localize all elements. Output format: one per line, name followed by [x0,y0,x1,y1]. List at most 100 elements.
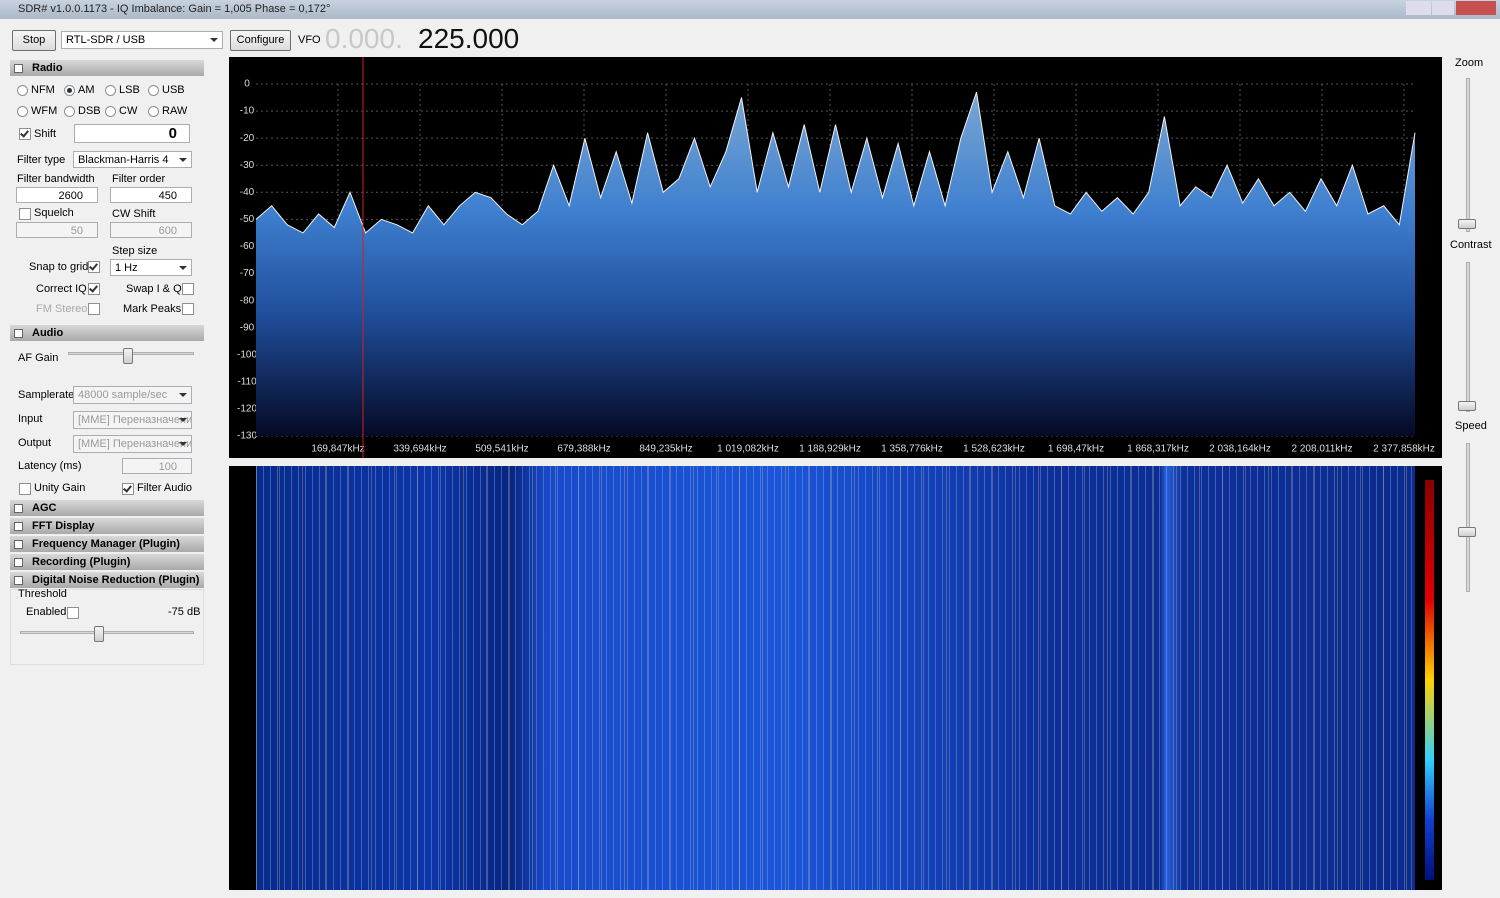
slider-thumb[interactable] [94,626,104,642]
section-header[interactable]: Recording (Plugin) [10,554,204,570]
squelch-input[interactable]: 50 [16,222,98,238]
x-tick-label: 679,388kHz [557,444,610,455]
vfo-label: VFO [298,34,321,46]
section-header[interactable]: Radio [10,60,204,76]
speed-label: Speed [1455,420,1487,432]
x-tick-label: 2 377,858kHz [1373,444,1435,455]
slider-thumb[interactable] [1458,401,1476,411]
label: Samplerate [18,389,75,401]
radio-button[interactable] [148,106,159,117]
mode-label: DSB [78,105,101,117]
radio-button[interactable] [64,85,75,96]
checkbox[interactable] [88,283,100,295]
bandwidth-input[interactable]: 2600 [16,187,98,203]
slider-thumb[interactable] [1458,219,1476,229]
label: Filter Audio [137,482,193,494]
x-tick-label: 1 188,929kHz [799,444,861,455]
checkbox[interactable] [67,607,79,619]
label: Threshold [18,588,67,600]
mode-label: WFM [31,105,58,117]
slider-track[interactable] [20,631,194,634]
label: Swap I & Q [126,283,182,295]
x-tick-label: 1 528,623kHz [963,444,1025,455]
checkbox[interactable] [122,483,134,495]
label: Snap to grid [29,261,89,273]
label: CW Shift [112,208,156,220]
label: Filter type [17,154,66,166]
label: Latency (ms) [18,460,82,472]
x-tick-label: 2 208,011kHz [1292,444,1353,455]
section-header[interactable]: Audio [10,325,204,341]
section-header[interactable]: Frequency Manager (Plugin) [10,536,204,552]
y-tick-label: -80 [240,295,255,306]
y-tick-label: -70 [240,268,255,279]
x-tick-label: 509,541kHz [475,444,528,455]
slider-track[interactable] [1466,443,1470,592]
zoom-label: Zoom [1455,57,1484,69]
checkbox[interactable] [182,283,194,295]
slider-track[interactable] [1466,78,1470,232]
waterfall-image [256,466,1415,890]
output-select[interactable]: [MME] Переназначени [73,435,192,453]
close[interactable] [1456,1,1496,15]
slider-track[interactable] [1466,262,1470,412]
checkbox[interactable] [19,483,31,495]
waterfall [229,466,1442,890]
spectrum-area [256,92,1415,436]
stop-button[interactable]: Stop [12,30,56,51]
checkbox[interactable] [88,303,100,315]
y-tick-label: -40 [240,187,255,198]
samplerate-select[interactable]: 48000 sample/sec [73,386,192,404]
label: Input [18,413,43,425]
radio-button[interactable] [105,85,116,96]
x-tick-label: 1 358,776kHz [881,444,943,455]
x-tick-label: 169,847kHz [311,444,364,455]
y-tick-label: -60 [240,241,255,252]
y-tick-label: 0 [244,79,250,90]
label: Mark Peaks [123,303,182,315]
x-tick-label: 1 019,082kHz [717,444,779,455]
x-tick-label: 1 868,317kHz [1127,444,1189,455]
step-select[interactable]: 1 Hz [110,259,192,276]
section-header[interactable]: Digital Noise Reduction (Plugin) [10,572,204,588]
checkbox[interactable] [19,208,31,220]
y-tick-label: -30 [240,160,255,171]
checkbox[interactable] [182,303,194,315]
vfo-frequency[interactable]: 225.000 [418,23,520,54]
radio-button[interactable] [105,106,116,117]
latency-input[interactable]: 100 [122,458,192,474]
noise-reduction-panel [10,589,204,665]
minimize[interactable] [1406,1,1431,15]
y-tick-label: -120 [237,404,257,415]
vfo-dim[interactable]: 0.000. [325,23,403,54]
maximize[interactable] [1432,1,1454,15]
spectrum-plot: 0 -10 -20 -30 -40 -50 -60 -70 -80 -90 -100 -110 -120… [237,57,1435,458]
slider-thumb[interactable] [123,348,133,364]
y-tick-label: -90 [240,322,255,333]
label: Step size [112,245,158,257]
label: Shift [34,128,57,140]
slider-thumb[interactable] [1458,527,1476,537]
filter-type-select[interactable]: Blackman-Harris 4 [73,151,192,168]
title-bar [0,0,1500,19]
checkbox[interactable] [19,128,31,140]
radio-button[interactable] [148,85,159,96]
order-input[interactable]: 450 [110,187,192,203]
radio-button[interactable] [64,106,75,117]
cw-shift-input[interactable]: 600 [110,222,192,238]
waterfall-gradient [1425,480,1434,880]
section-header[interactable]: AGC [10,500,204,516]
configure-button[interactable]: Configure [230,30,291,51]
section-header[interactable]: FFT Display [10,518,204,534]
spectrum-trace [255,91,1416,234]
source-select[interactable]: RTL-SDR / USB [61,31,223,49]
checkbox[interactable] [88,261,100,273]
input-select[interactable]: [MME] Переназначени [73,411,192,429]
shift-input[interactable]: 0 [74,124,190,143]
threshold-level: -75 dB [168,606,201,618]
radio-button[interactable] [17,85,28,96]
spectrum[interactable]: 0 -10 -20 -30 -40 -50 -60 -70 -80 -90 -100 -110 -120… [229,57,1442,458]
window-title: SDR# v1.0.0.1173 - IQ Imbalance: Gain = … [18,3,331,15]
radio-button[interactable] [17,106,28,117]
mode-label: NFM [31,84,55,96]
